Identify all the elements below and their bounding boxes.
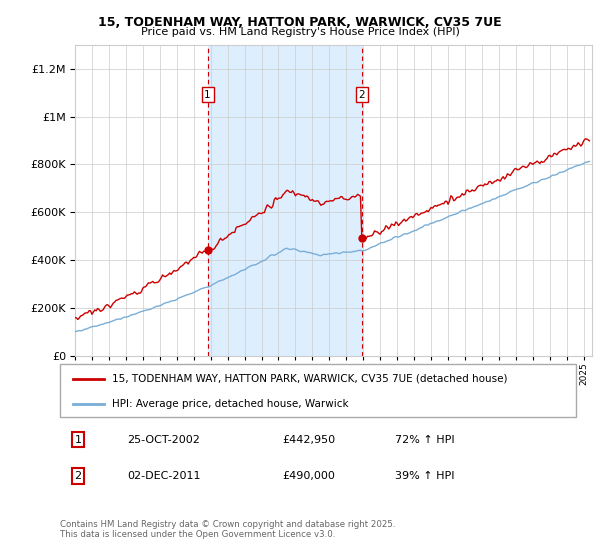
Text: 1: 1 <box>204 90 211 100</box>
Text: HPI: Average price, detached house, Warwick: HPI: Average price, detached house, Warw… <box>112 399 348 409</box>
Text: 1: 1 <box>74 435 82 445</box>
Text: 2: 2 <box>359 90 365 100</box>
Text: £490,000: £490,000 <box>282 471 335 481</box>
Text: 72% ↑ HPI: 72% ↑ HPI <box>395 435 455 445</box>
Text: 25-OCT-2002: 25-OCT-2002 <box>127 435 200 445</box>
Text: 15, TODENHAM WAY, HATTON PARK, WARWICK, CV35 7UE (detached house): 15, TODENHAM WAY, HATTON PARK, WARWICK, … <box>112 374 507 384</box>
Text: 2: 2 <box>74 471 82 481</box>
Bar <box>208 45 362 356</box>
Text: 02-DEC-2011: 02-DEC-2011 <box>127 471 200 481</box>
Text: 39% ↑ HPI: 39% ↑ HPI <box>395 471 455 481</box>
Text: 15, TODENHAM WAY, HATTON PARK, WARWICK, CV35 7UE: 15, TODENHAM WAY, HATTON PARK, WARWICK, … <box>98 16 502 29</box>
FancyBboxPatch shape <box>60 364 576 417</box>
Text: Price paid vs. HM Land Registry's House Price Index (HPI): Price paid vs. HM Land Registry's House … <box>140 27 460 38</box>
Text: £442,950: £442,950 <box>282 435 335 445</box>
Text: Contains HM Land Registry data © Crown copyright and database right 2025.
This d: Contains HM Land Registry data © Crown c… <box>60 520 395 539</box>
